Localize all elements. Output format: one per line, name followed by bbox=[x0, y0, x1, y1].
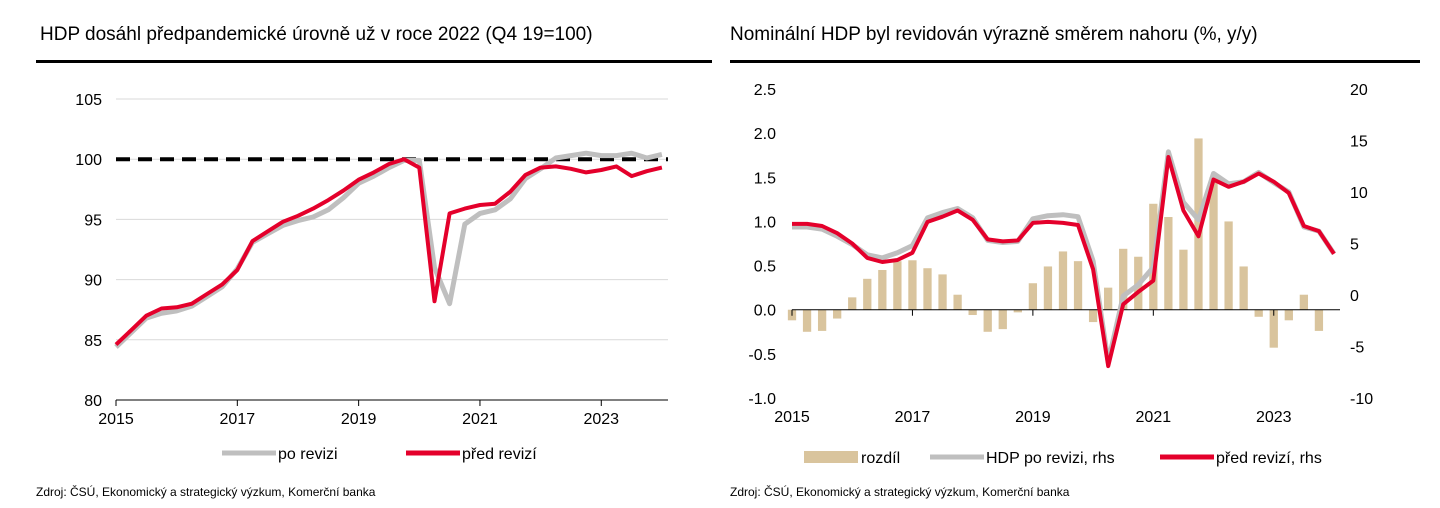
x-tick-label-2019: 2019 bbox=[341, 411, 377, 428]
bar-rozdil bbox=[938, 274, 947, 310]
y-tick-label-90: 90 bbox=[84, 273, 102, 290]
y-tick-label-0.0: 0.0 bbox=[754, 303, 776, 320]
bar-rozdil bbox=[1119, 248, 1128, 310]
bar-rozdil bbox=[908, 260, 917, 310]
bar-rozdil bbox=[878, 269, 887, 310]
bar-rozdil bbox=[923, 268, 932, 310]
x-tick-label-2017: 2017 bbox=[895, 409, 931, 426]
bar-rozdil bbox=[1043, 266, 1053, 310]
bar-rozdil bbox=[1104, 287, 1113, 310]
y-tick-label-85: 85 bbox=[84, 333, 102, 350]
y-tick-label--1.0: -1.0 bbox=[748, 391, 776, 408]
y-tick-label-105: 105 bbox=[75, 92, 102, 109]
bar-rozdil bbox=[833, 309, 842, 319]
chart-right-plot: -1.0-0.50.00.51.01.52.02.5-10-5051015202… bbox=[748, 82, 1373, 467]
y2-tick-label-15: 15 bbox=[1350, 134, 1368, 151]
legend-label-1: před revizí bbox=[462, 446, 537, 463]
y2-tick-label-10: 10 bbox=[1350, 185, 1368, 202]
x-tick-label-2023: 2023 bbox=[583, 411, 619, 428]
x-tick-label-2017: 2017 bbox=[220, 411, 256, 428]
y2-tick-label-20: 20 bbox=[1350, 82, 1368, 99]
bar-rozdil bbox=[1179, 249, 1188, 310]
series-line-po-revizi bbox=[114, 150, 663, 349]
bar-rozdil bbox=[1028, 283, 1038, 310]
bar-rozdil bbox=[1088, 309, 1098, 323]
y2-tick-label--5: -5 bbox=[1350, 340, 1364, 357]
x-tick-label-2015: 2015 bbox=[98, 411, 134, 428]
bar-rozdil bbox=[953, 294, 962, 310]
x-tick-label-2021: 2021 bbox=[1136, 409, 1172, 426]
bar-rozdil bbox=[1194, 138, 1203, 310]
legend-label-0: rozdíl bbox=[861, 450, 900, 467]
chart-right: Nominální HDP byl revidován výrazně směr… bbox=[720, 0, 1440, 508]
bar-rozdil bbox=[848, 297, 857, 310]
bar-rozdil bbox=[1269, 309, 1278, 348]
y2-tick-label--10: -10 bbox=[1350, 391, 1373, 408]
chart-left-source: Zdroj: ČSÚ, Ekonomický a strategický výz… bbox=[36, 485, 376, 499]
bar-rozdil bbox=[1058, 251, 1068, 310]
bar-rozdil bbox=[983, 309, 992, 332]
chart-right-source: Zdroj: ČSÚ, Ekonomický a strategický výz… bbox=[730, 485, 1070, 499]
y2-tick-label-0: 0 bbox=[1350, 288, 1359, 305]
y-tick-label--0.5: -0.5 bbox=[748, 347, 776, 364]
series-line-pred-revizi bbox=[114, 157, 663, 347]
y-tick-label-100: 100 bbox=[75, 152, 102, 169]
y-tick-label-95: 95 bbox=[84, 212, 102, 229]
bar-rozdil bbox=[817, 309, 827, 331]
bar-rozdil bbox=[1314, 309, 1324, 331]
x-tick-label-2021: 2021 bbox=[462, 411, 498, 428]
y2-tick-label-5: 5 bbox=[1350, 237, 1359, 254]
legend-label-1: HDP po revizi, rhs bbox=[986, 450, 1115, 467]
bar-rozdil bbox=[1254, 309, 1263, 317]
bar-rozdil bbox=[1013, 309, 1022, 313]
chart-left-plot: 80 85 90 95 100 105 2015 2017 2019 2021 2023 po rev… bbox=[75, 92, 668, 463]
bar-rozdil bbox=[1224, 221, 1233, 310]
y-tick-label-1.5: 1.5 bbox=[754, 170, 776, 187]
y-tick-label-80: 80 bbox=[84, 393, 102, 410]
bar-rozdil bbox=[968, 309, 977, 316]
legend-label-2: před revizí, rhs bbox=[1216, 450, 1322, 467]
bar-rozdil bbox=[998, 309, 1007, 330]
x-tick-label-2019: 2019 bbox=[1015, 409, 1051, 426]
chart-left-title: HDP dosáhl předpandemické úrovně už v ro… bbox=[40, 24, 593, 45]
chart-right-title: Nominální HDP byl revidován výrazně směr… bbox=[730, 24, 1258, 45]
x-tick-label-2015: 2015 bbox=[774, 409, 810, 426]
y-tick-label-1.0: 1.0 bbox=[754, 214, 776, 231]
bar-rozdil bbox=[802, 309, 812, 332]
chart-left: HDP dosáhl předpandemické úrovně už v ro… bbox=[36, 24, 712, 499]
bar-rozdil bbox=[1299, 294, 1309, 310]
bar-rozdil bbox=[1209, 177, 1218, 310]
series-line-pred-revizi bbox=[792, 155, 1336, 369]
x-tick-label-2023: 2023 bbox=[1256, 409, 1292, 426]
legend-swatch-0 bbox=[804, 451, 858, 463]
y-tick-label-0.5: 0.5 bbox=[754, 259, 776, 276]
legend-label-0: po revizi bbox=[278, 446, 338, 463]
y-tick-label-2.0: 2.0 bbox=[754, 126, 776, 143]
chart-left-title-rule bbox=[36, 60, 712, 63]
bar-rozdil bbox=[1073, 261, 1083, 310]
bar-rozdil bbox=[893, 261, 902, 310]
bar-rozdil bbox=[1284, 309, 1293, 321]
bar-rozdil bbox=[863, 278, 872, 310]
bar-rozdil bbox=[1164, 217, 1173, 310]
bar-rozdil bbox=[1239, 266, 1248, 310]
y-tick-label-2.5: 2.5 bbox=[754, 82, 776, 99]
chart-right-title-rule bbox=[730, 60, 1420, 63]
